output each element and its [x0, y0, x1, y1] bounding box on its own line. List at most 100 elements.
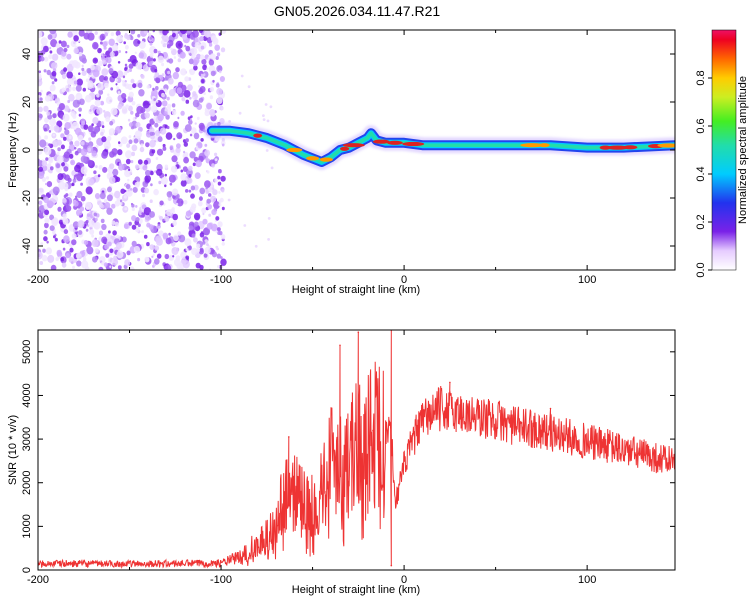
noise-speck — [76, 93, 80, 96]
noise-speck — [45, 247, 53, 255]
noise-speck — [56, 155, 64, 164]
noise-speck — [67, 31, 73, 38]
noise-speck — [209, 53, 216, 61]
noise-speck — [55, 129, 59, 133]
noise-speck — [149, 42, 153, 46]
noise-speck — [51, 62, 58, 70]
noise-speck — [171, 207, 175, 211]
noise-speck — [144, 175, 151, 183]
noise-speck — [52, 120, 56, 124]
noise-speck — [94, 31, 98, 35]
snr-xtick-label: 0 — [401, 574, 407, 586]
noise-speck — [117, 91, 121, 94]
noise-speck — [131, 151, 136, 157]
noise-speck — [197, 200, 203, 207]
noise-speck — [218, 231, 223, 236]
noise-speck — [143, 30, 148, 35]
noise-speck — [218, 191, 221, 194]
noise-speck — [200, 75, 203, 79]
noise-speck — [78, 52, 83, 57]
noise-speck — [206, 170, 210, 174]
noise-speck — [161, 100, 168, 107]
noise-speck — [221, 242, 225, 246]
noise-speck — [38, 187, 45, 195]
noise-speck — [208, 193, 212, 197]
noise-speck — [164, 173, 167, 177]
noise-speck — [185, 178, 188, 181]
noise-speck — [108, 230, 111, 234]
noise-speck — [83, 240, 89, 245]
snr-ytick-label: 0 — [21, 567, 33, 573]
noise-speck — [99, 192, 106, 200]
noise-speck — [189, 118, 192, 121]
snr-ytick-label: 4000 — [21, 383, 33, 407]
noise-speck — [188, 165, 193, 171]
noise-speck — [88, 211, 91, 215]
noise-speck — [243, 224, 247, 227]
noise-speck — [110, 107, 118, 116]
noise-speck — [194, 172, 201, 180]
noise-speck — [131, 224, 137, 230]
snr-spike — [372, 429, 374, 432]
noise-speck — [162, 143, 166, 148]
noise-speck — [220, 30, 227, 34]
ridge-hotspot — [286, 147, 303, 153]
noise-speck — [44, 209, 50, 216]
noise-speck — [146, 85, 150, 89]
noise-speck — [89, 109, 92, 112]
noise-speck — [43, 105, 49, 112]
noise-speck — [161, 92, 165, 98]
noise-speck — [103, 141, 111, 150]
noise-speck — [160, 176, 168, 185]
noise-speck — [195, 160, 202, 168]
noise-speck — [64, 122, 71, 130]
noise-speck — [184, 124, 192, 132]
snr-frame — [37, 329, 676, 571]
noise-speck — [61, 73, 67, 79]
noise-speck — [91, 234, 94, 238]
colorbar-tick-label: 0.0 — [695, 262, 707, 277]
noise-speck — [128, 63, 134, 69]
noise-speck — [106, 194, 113, 202]
noise-speck — [107, 257, 114, 264]
noise-speck — [142, 165, 148, 171]
noise-speck — [62, 197, 67, 203]
noise-speck — [48, 54, 53, 60]
noise-speck — [169, 145, 174, 150]
noise-speck — [170, 165, 178, 173]
ridge-hotspot — [372, 139, 390, 144]
spectrogram-xlabel: Height of straight line (km) — [292, 284, 420, 296]
noise-speck — [92, 69, 100, 78]
noise-speck — [65, 85, 68, 88]
noise-speck — [240, 74, 244, 78]
noise-speck — [157, 113, 164, 122]
noise-speck — [146, 242, 150, 247]
noise-speck — [120, 188, 126, 194]
noise-speck — [247, 85, 251, 89]
noise-speck — [135, 205, 138, 208]
noise-speck — [209, 109, 216, 117]
noise-speck — [91, 150, 97, 157]
noise-speck — [154, 72, 160, 78]
noise-speck — [68, 256, 74, 263]
noise-speck — [185, 255, 190, 260]
noise-speck — [142, 193, 146, 198]
noise-speck — [185, 99, 190, 104]
noise-speck — [86, 68, 92, 74]
noise-speck — [108, 68, 114, 74]
noise-speck — [181, 96, 186, 102]
noise-speck — [188, 225, 194, 231]
noise-speck — [191, 127, 197, 134]
noise-speck — [206, 198, 211, 204]
noise-speck — [221, 143, 225, 147]
noise-speck — [134, 164, 140, 170]
noise-speck — [131, 240, 137, 247]
noise-speck — [44, 117, 49, 123]
noise-speck — [121, 93, 127, 99]
noise-speck — [118, 50, 121, 53]
colorbar-tick-label: 0.6 — [695, 118, 707, 133]
noise-speck — [145, 257, 150, 262]
noise-speck — [41, 49, 46, 55]
